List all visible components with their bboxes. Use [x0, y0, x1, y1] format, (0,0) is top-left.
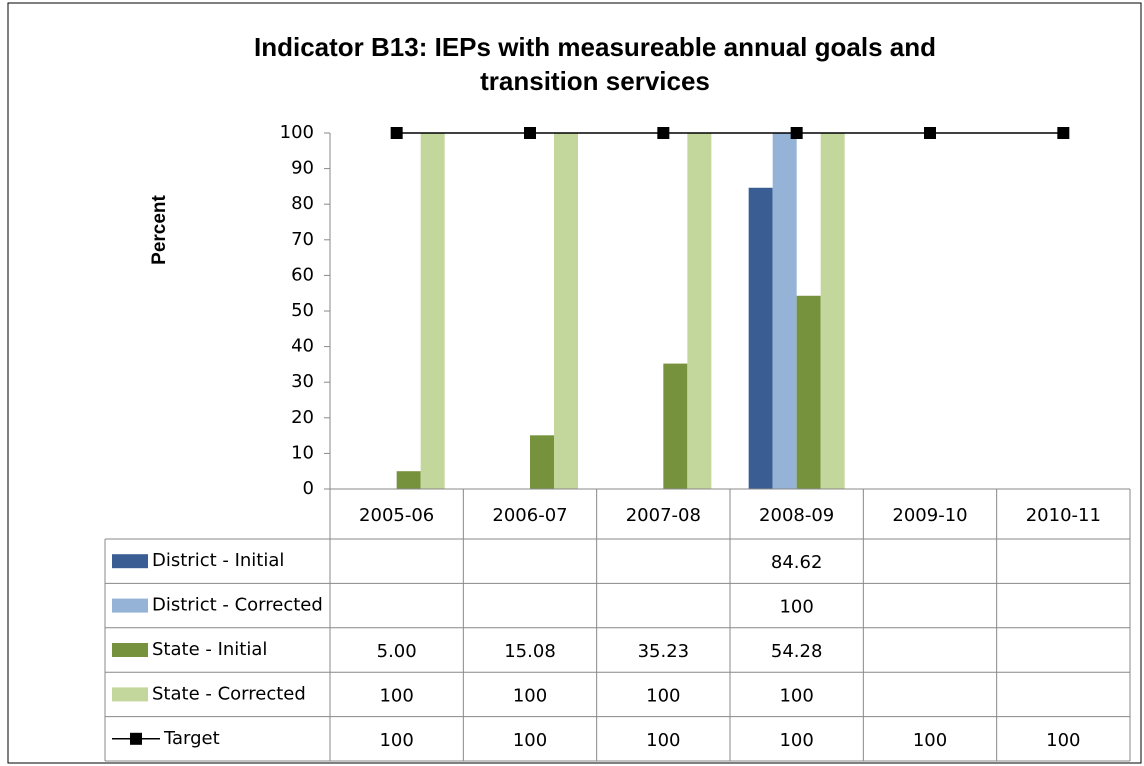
table-value: 100	[379, 730, 413, 751]
legend-label: District - Initial	[152, 550, 284, 571]
table-value: 35.23	[638, 641, 690, 662]
legend-key	[112, 687, 148, 702]
bar	[530, 435, 554, 489]
table-value: 100	[779, 685, 813, 706]
table-value: 100	[513, 730, 547, 751]
table-value: 100	[779, 597, 813, 618]
bar	[820, 133, 845, 489]
x-tick-label: 2007-08	[626, 505, 701, 526]
bar	[420, 133, 445, 489]
table-value: 100	[646, 685, 680, 706]
table-value: 5.00	[377, 641, 417, 662]
legend-label: District - Corrected	[152, 595, 323, 616]
table-value: 84.62	[771, 552, 823, 573]
bar	[687, 133, 712, 489]
bar	[396, 471, 421, 489]
legend-key	[112, 554, 148, 569]
table-value: 100	[646, 730, 680, 751]
y-tick-label: 60	[291, 264, 314, 285]
x-tick-label: 2010-11	[1026, 505, 1101, 526]
x-tick-label: 2005-06	[359, 505, 434, 526]
target-marker	[790, 127, 803, 139]
target-marker	[924, 127, 936, 139]
y-tick-label: 100	[280, 122, 314, 143]
target-marker	[524, 127, 536, 139]
target-marker	[390, 127, 403, 139]
target-marker	[657, 127, 670, 139]
x-tick-label: 2008-09	[759, 505, 834, 526]
bar	[748, 187, 773, 489]
legend-label: State - Corrected	[152, 683, 306, 704]
y-tick-label: 0	[303, 478, 314, 499]
y-tick-label: 10	[291, 442, 314, 463]
target-marker	[1057, 127, 1070, 139]
x-tick-label: 2009-10	[892, 505, 967, 526]
table-value: 100	[913, 730, 947, 751]
table-value: 100	[513, 685, 547, 706]
table-value: 100	[779, 730, 813, 751]
legend-key	[112, 643, 148, 657]
bar	[796, 295, 821, 489]
y-tick-label: 30	[291, 371, 314, 392]
legend-key	[112, 598, 148, 613]
y-tick-label: 40	[291, 336, 314, 357]
y-tick-label: 90	[291, 158, 314, 179]
table-value: 54.28	[771, 641, 823, 662]
y-tick-label: 50	[291, 300, 314, 321]
legend-label: State - Initial	[152, 639, 267, 660]
chart-title: Indicator B13: IEPs with measureable ann…	[254, 32, 936, 96]
bar	[554, 133, 578, 489]
legend-label: Target	[163, 728, 220, 749]
y-axis-label: Percent	[149, 194, 170, 264]
x-tick-label: 2006-07	[492, 505, 567, 526]
table-value: 15.08	[504, 641, 556, 662]
table-value: 100	[1046, 730, 1080, 751]
bar	[772, 133, 797, 489]
y-tick-label: 20	[291, 407, 314, 428]
legend-key	[130, 732, 142, 745]
y-tick-label: 80	[291, 193, 314, 214]
y-tick-label: 70	[291, 229, 314, 250]
table-value: 100	[379, 685, 413, 706]
bar	[663, 363, 688, 489]
